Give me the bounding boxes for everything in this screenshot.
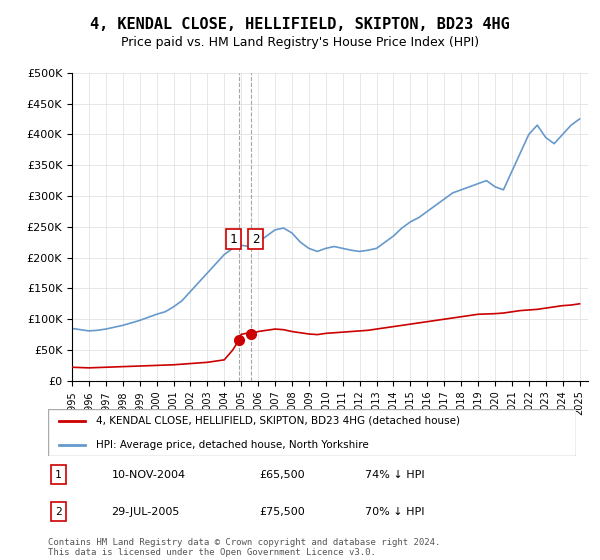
Text: HPI: Average price, detached house, North Yorkshire: HPI: Average price, detached house, Nort… (95, 440, 368, 450)
Text: 74% ↓ HPI: 74% ↓ HPI (365, 470, 424, 479)
Text: 1: 1 (55, 470, 62, 479)
Text: Contains HM Land Registry data © Crown copyright and database right 2024.
This d: Contains HM Land Registry data © Crown c… (48, 538, 440, 557)
FancyBboxPatch shape (48, 409, 576, 456)
Text: 1: 1 (230, 232, 238, 246)
Text: £65,500: £65,500 (259, 470, 305, 479)
Text: 2: 2 (55, 507, 62, 517)
Text: 70% ↓ HPI: 70% ↓ HPI (365, 507, 424, 517)
Text: 10-NOV-2004: 10-NOV-2004 (112, 470, 185, 479)
Text: £75,500: £75,500 (259, 507, 305, 517)
Text: 2: 2 (252, 232, 260, 246)
Text: 4, KENDAL CLOSE, HELLIFIELD, SKIPTON, BD23 4HG: 4, KENDAL CLOSE, HELLIFIELD, SKIPTON, BD… (90, 17, 510, 32)
Text: 29-JUL-2005: 29-JUL-2005 (112, 507, 180, 517)
Text: Price paid vs. HM Land Registry's House Price Index (HPI): Price paid vs. HM Land Registry's House … (121, 36, 479, 49)
Text: 4, KENDAL CLOSE, HELLIFIELD, SKIPTON, BD23 4HG (detached house): 4, KENDAL CLOSE, HELLIFIELD, SKIPTON, BD… (95, 416, 460, 426)
